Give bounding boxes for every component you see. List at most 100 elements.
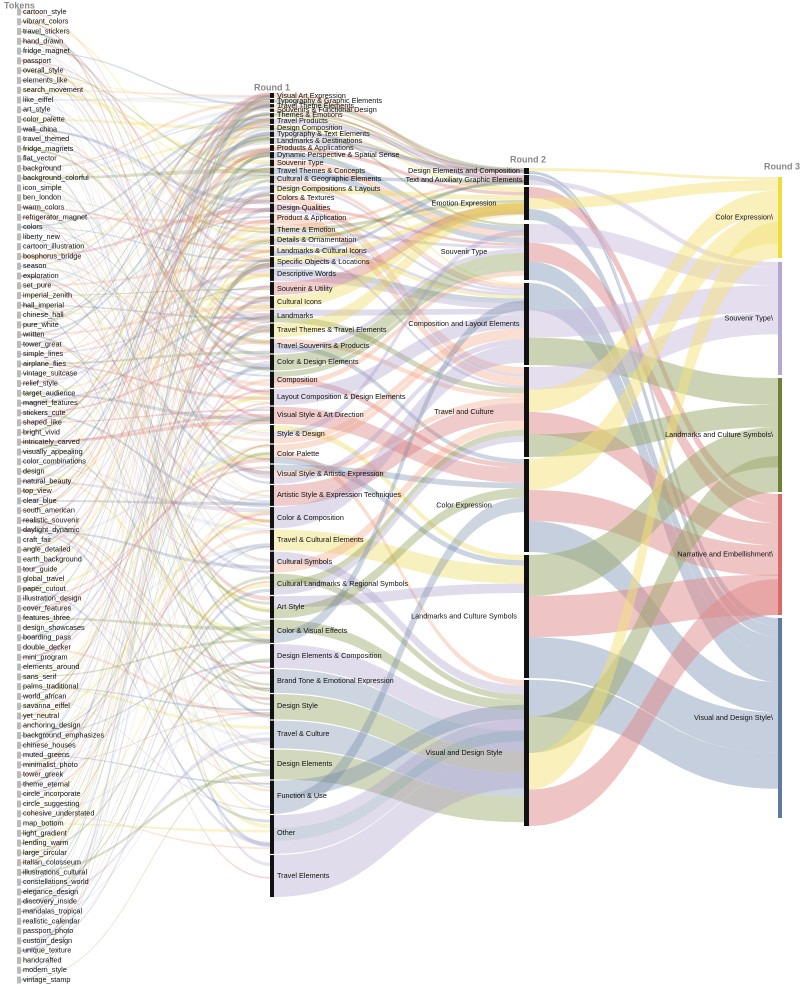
flow [21,98,270,747]
token-bar [17,976,21,984]
flow [274,194,524,375]
flow [529,171,778,621]
flow [21,262,270,844]
flow [21,639,270,952]
token-bar [17,644,21,652]
round1-label: Brand Tone & Emotional Expression [277,676,394,685]
flow [21,158,270,434]
flow [21,207,270,258]
flow [21,332,270,932]
round1-node [270,815,274,854]
flow [21,363,270,401]
flow [274,377,524,468]
flow [529,212,778,490]
token-label: earth_background [23,554,82,563]
flow [274,181,524,242]
flow [274,271,524,388]
flow [21,100,270,170]
token-label: refrigerator_magnet [23,212,87,221]
round2-node [524,168,529,174]
token-bar [17,634,21,642]
flow [21,221,270,620]
flow [21,496,270,736]
round3-label: Souvenir Type\ [724,313,774,322]
round1-label: Design Qualities [277,203,330,212]
round1-node [270,425,274,444]
round1-node [270,159,274,167]
token-bar [17,233,21,241]
flow [21,50,270,107]
token-bar [17,468,21,476]
flow [21,151,270,815]
flow [21,130,270,287]
flow [274,99,524,170]
token-bar [17,732,21,740]
flow [21,114,270,551]
flow [21,274,270,601]
flow [274,108,524,189]
token-bar [17,966,21,974]
token-label: angle_detailed [23,545,70,554]
flow [274,397,524,478]
flow [21,138,270,305]
flow [21,356,270,414]
round1-label: Design Composition [277,123,342,132]
flow [21,529,270,569]
round1-label: Cultural Icons [277,297,322,306]
token-bar [17,282,21,290]
token-label: south_american [23,506,75,515]
flow [21,353,270,690]
flow [21,324,270,744]
round1-node [270,780,274,814]
token-bar [17,829,21,837]
token-label: vintage_stamp [23,975,70,984]
round1-node [270,309,274,323]
flow [21,174,270,453]
token-label: background_colorful [23,173,89,182]
token-label: italian_colosseum [23,858,81,867]
flow [274,101,524,172]
round1-label: Composition [277,375,318,384]
token-bar [17,301,21,309]
flow [274,435,524,595]
round1-node [270,444,274,464]
token-label: season [23,261,47,270]
round1-label: Souvenir & Utility [277,284,333,293]
flow [21,711,270,766]
round1-node [270,268,274,281]
flow [21,137,270,258]
token-bar [17,477,21,485]
flow [21,620,270,854]
token-bar [17,292,21,300]
token-bar [17,722,21,730]
token-bar [17,116,21,124]
flow [21,597,270,742]
flow [21,460,270,532]
flow [529,222,778,790]
round3-node [778,494,782,615]
token-label: chinese_houses [23,740,76,749]
round1-node [270,257,274,268]
flow [21,295,270,864]
round1-label: Artistic Style & Expression Techniques [277,490,401,499]
flow [21,167,270,512]
flow [529,456,778,753]
flow [21,235,270,375]
flow [21,120,270,560]
round1-label: Colors & Textures [277,193,335,202]
flow [21,171,270,336]
token-bar [17,683,21,691]
flow [274,241,524,296]
flow [274,213,524,386]
flow [21,118,270,512]
flow [21,168,270,180]
flow [21,519,270,846]
flow [21,119,270,706]
token-label: exploration [23,271,59,280]
flow [21,108,270,358]
token-label: colors [23,222,43,231]
flow [21,226,270,370]
round1-label: Cultural & Geographic Elements [277,174,382,183]
round1-label: Layout Composition & Design Elements [277,392,406,401]
flow [21,197,270,250]
